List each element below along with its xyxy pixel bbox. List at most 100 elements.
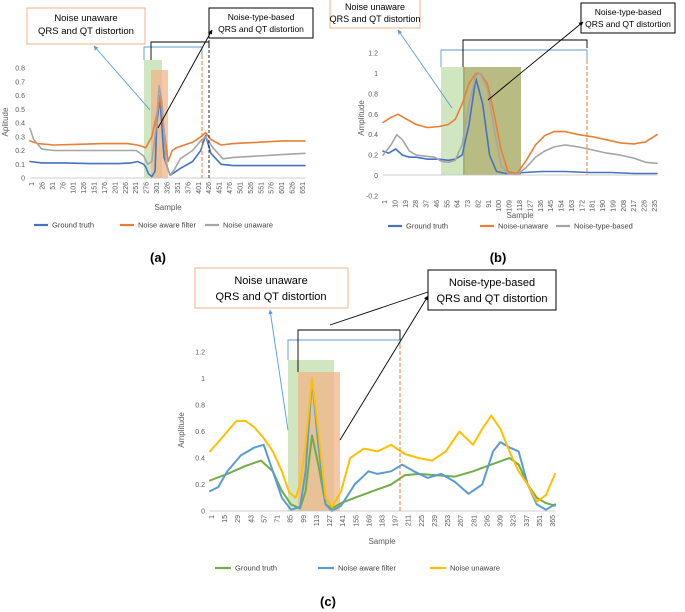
series-line-noise-unaware	[29, 85, 306, 177]
y-tick-label: 0.3	[15, 134, 25, 141]
x-tick-label: 326	[165, 182, 172, 194]
legend: Ground truth Noise aware filter Noise unaw…	[215, 564, 500, 573]
x-tick-label: 323	[511, 515, 518, 527]
bracket-blue	[143, 46, 203, 60]
y-tick-label: 1.2	[195, 350, 205, 357]
x-tick-label: 113	[314, 515, 321, 526]
y-tick-label: 1.2	[368, 51, 378, 58]
x-tick-label: 501	[237, 182, 244, 194]
x-tick-label: 251	[133, 182, 140, 194]
y-tick-label: 0.7	[15, 79, 25, 86]
x-tick-label: 82	[475, 200, 482, 208]
arrow-black	[487, 21, 584, 101]
y-tick-label: 0.4	[368, 132, 378, 139]
x-tick-label: 10	[392, 200, 399, 208]
series-line-noise-type-based	[382, 72, 658, 176]
panel-c: 00.20.40.60.811.2 1 15 29 43 57 71 85 99 113 127 1…	[177, 267, 557, 609]
y-axis-label: Amplitude	[177, 412, 186, 448]
annotation-box-left	[329, 0, 421, 29]
y-tick-label: 0.6	[15, 93, 25, 100]
x-tick-label: 1	[382, 200, 389, 204]
x-tick-label: 172	[579, 200, 586, 212]
x-tick-label: 239	[432, 515, 439, 527]
x-axis-label: Sample	[506, 211, 534, 220]
x-tick-label: 190	[600, 200, 607, 212]
series-line-noise-aware-filter	[29, 94, 306, 163]
x-tick-label: 201	[112, 182, 119, 194]
x-tick-label: 145	[548, 200, 555, 212]
x-tick-label: 126	[81, 182, 88, 194]
x-tick-label: 141	[340, 515, 347, 527]
x-tick-label: 155	[353, 515, 360, 527]
bracket-black	[297, 329, 401, 372]
x-tick-label: 73	[465, 200, 472, 208]
x-tick-label: 19	[403, 200, 410, 208]
plot-area	[382, 72, 658, 176]
x-tick-label: 1	[29, 182, 36, 186]
annotation-left-line2: QRS and QT distortion	[215, 291, 326, 303]
y-tick-label: -0.2	[366, 194, 378, 201]
x-tick-label: 551	[258, 182, 265, 194]
y-tick-label: 1	[374, 71, 378, 78]
x-tick-label: 109	[507, 200, 514, 212]
y-tick-label: 0.5	[15, 107, 25, 114]
y-axis-label: Aplitude	[1, 107, 10, 136]
x-tick-label: 91	[486, 200, 493, 208]
x-tick-label: 85	[288, 515, 295, 523]
y-tick-label: 0.4	[15, 121, 25, 128]
annotation-box-left	[26, 7, 146, 45]
x-tick-label: 253	[445, 515, 452, 527]
y-tick-label: 0.2	[195, 482, 205, 489]
annotation-right-line1: Noise-type-based	[228, 12, 295, 22]
x-tick-label: 64	[455, 200, 462, 208]
y-tick-label: 0.8	[15, 66, 25, 73]
y-tick-label: 0	[201, 509, 205, 516]
y-tick-labels: -0.2 0 0.2 0.4 0.6 0.8 1 1.2	[366, 51, 378, 201]
legend: Ground truth Noise aware filter Noise unaw…	[34, 221, 273, 230]
x-tick-label: 176	[102, 182, 109, 194]
x-tick-labels: 1 26 51 76 101 126 151 176 201 226 251 276 301 326 351…	[29, 182, 307, 194]
x-tick-label: 601	[279, 182, 286, 194]
x-tick-label: 183	[380, 515, 387, 527]
x-tick-label: 351	[537, 515, 544, 527]
x-tick-label: 43	[248, 515, 255, 523]
x-tick-labels: 1 10 19 28 37 46 55 64 73 82 91 100 109 118 127 136 145 1…	[382, 200, 659, 212]
y-tick-label: 0	[21, 176, 25, 183]
annotation-box-right	[427, 269, 557, 311]
x-axis-label: Sample	[154, 203, 182, 212]
x-tick-label: 127	[327, 515, 334, 527]
x-tick-label: 181	[590, 200, 597, 212]
x-tick-label: 451	[217, 182, 224, 194]
x-tick-label: 351	[175, 182, 182, 194]
x-tick-label: 26	[39, 182, 46, 190]
x-tick-labels: 1 15 29 43 57 71 85 99 113 127 141 155 169 183 197 211 2…	[209, 515, 557, 527]
y-tick-label: 0.8	[195, 403, 205, 410]
legend-entry: Noise-unaware	[498, 222, 548, 231]
plot-area	[29, 85, 306, 178]
x-tick-label: 208	[621, 200, 628, 212]
legend-entry: Ground truth	[235, 564, 277, 573]
arrow-black	[157, 29, 213, 129]
x-tick-label: 337	[524, 515, 531, 527]
panel-label: (c)	[320, 594, 336, 609]
legend-entry: Ground truth	[406, 222, 448, 231]
annotation-right-line2: QRS and QT distortion	[218, 24, 304, 34]
x-tick-label: 1	[209, 515, 216, 519]
x-tick-label: 118	[517, 200, 524, 211]
x-axis-label: Sample	[368, 537, 396, 546]
panel-a: 00.10.20.30.40.50.60.70.8 1 26 51 76 101 126 1…	[1, 7, 314, 265]
arrow-blue	[268, 309, 289, 431]
x-tick-label: 426	[206, 182, 213, 194]
panel-b: -0.200.20.40.60.811.2 1 10 19 28 37 46 55 64 73 8…	[329, 0, 676, 265]
arrow-blue	[397, 29, 453, 109]
x-tick-label: 15	[222, 515, 229, 523]
y-tick-label: 0.1	[15, 162, 25, 169]
x-tick-label: 51	[50, 182, 57, 190]
x-tick-label: 37	[424, 200, 431, 208]
annotation-left-line1: Noise unaware	[234, 275, 307, 287]
series-line-noise-unaware	[209, 377, 556, 508]
annotation-right-line1: Noise-type-based	[449, 277, 535, 289]
y-axis-label: Amplitude	[357, 100, 366, 136]
x-tick-label: 235	[652, 200, 659, 212]
plot-area	[209, 377, 556, 512]
